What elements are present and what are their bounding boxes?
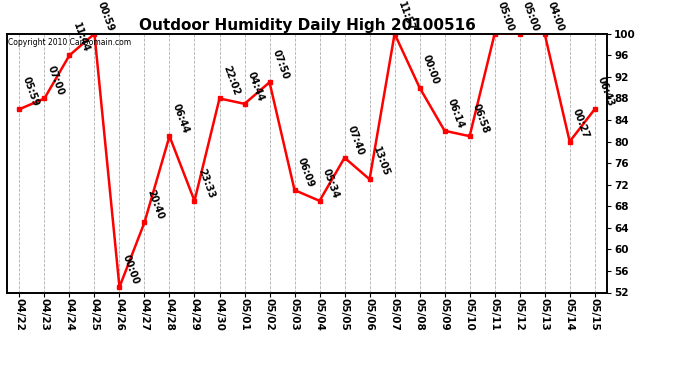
Text: 04:44: 04:44 xyxy=(246,70,266,102)
Text: 07:50: 07:50 xyxy=(271,48,291,81)
Text: 04:00: 04:00 xyxy=(546,0,566,32)
Text: 06:09: 06:09 xyxy=(296,156,316,189)
Text: 23:33: 23:33 xyxy=(196,167,216,200)
Text: 05:00: 05:00 xyxy=(521,0,541,32)
Text: 06:44: 06:44 xyxy=(171,102,191,135)
Text: 00:00: 00:00 xyxy=(421,54,441,86)
Text: 20:40: 20:40 xyxy=(146,189,166,221)
Text: 22:02: 22:02 xyxy=(221,64,241,97)
Text: 05:59: 05:59 xyxy=(21,75,41,108)
Text: 06:14: 06:14 xyxy=(446,97,466,129)
Text: 07:00: 07:00 xyxy=(46,64,66,97)
Text: 00:27: 00:27 xyxy=(571,108,591,140)
Text: 06:58: 06:58 xyxy=(471,102,491,135)
Text: 00:00: 00:00 xyxy=(121,253,141,286)
Text: 05:00: 05:00 xyxy=(496,0,516,32)
Text: 00:59: 00:59 xyxy=(96,0,116,32)
Text: 06:43: 06:43 xyxy=(596,75,616,108)
Text: 05:34: 05:34 xyxy=(321,167,341,200)
Text: 07:40: 07:40 xyxy=(346,124,366,156)
Title: Outdoor Humidity Daily High 20100516: Outdoor Humidity Daily High 20100516 xyxy=(139,18,475,33)
Text: 11:44: 11:44 xyxy=(71,21,91,54)
Text: Copyright 2010 CarDomain.com: Copyright 2010 CarDomain.com xyxy=(8,38,131,46)
Text: 13:05: 13:05 xyxy=(371,146,391,178)
Text: 11:57: 11:57 xyxy=(396,0,416,32)
